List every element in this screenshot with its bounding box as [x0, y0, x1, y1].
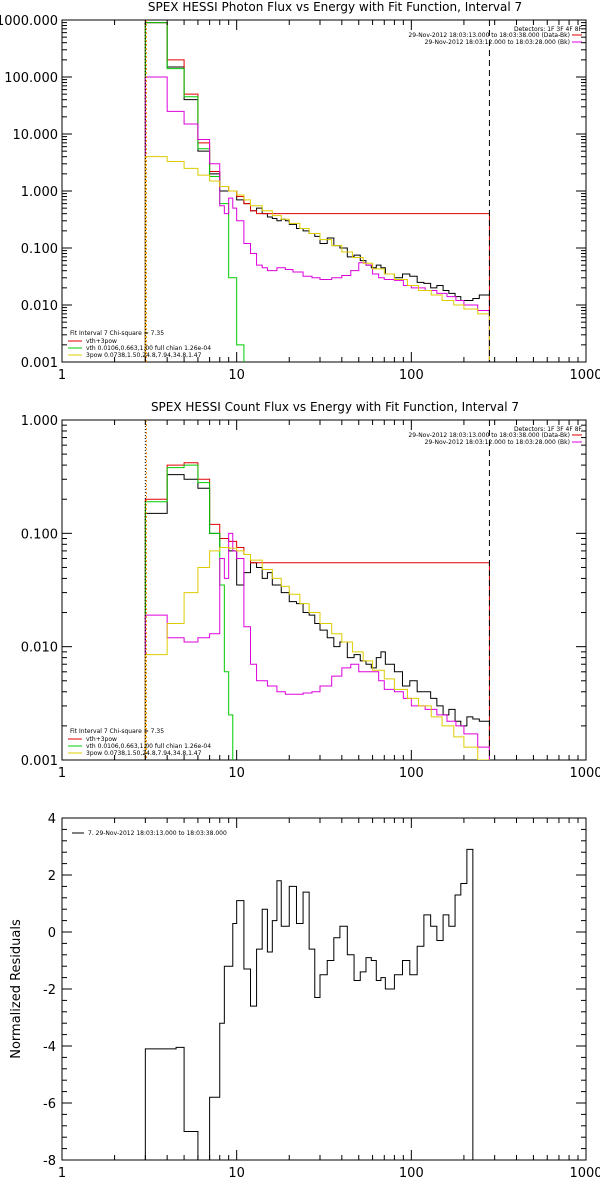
count-legend-label-0: vth+3pow: [86, 736, 117, 743]
x-tick-label: 1000: [569, 368, 600, 383]
panel1-series-4: [144, 546, 490, 760]
y-tick-label: 1000.000: [0, 14, 58, 29]
photon-flux-series-group: [144, 22, 490, 362]
count-flux-series-group: [144, 462, 490, 760]
y-tick-label: 0: [48, 926, 56, 941]
photon-flux-time-0: 29-Nov-2012 18:03:13.000 to 18:03:38.000…: [408, 32, 570, 39]
y-tick-label: 0.010: [21, 641, 58, 656]
count-flux-ticks: 1 10 100 1000 0.001 0.010 0.100 1.000: [21, 414, 600, 781]
y-tick-label: -8: [43, 1154, 56, 1169]
x-tick-label: 10: [228, 766, 245, 781]
photon-flux-vlines: [144, 20, 490, 362]
residuals-series-group: [144, 848, 474, 1160]
x-tick-label: 100: [399, 1166, 424, 1181]
x-tick-label: 1: [58, 766, 66, 781]
count-flux-title: SPEX HESSI Count Flux vs Energy with Fit…: [151, 400, 519, 414]
panel1-series-1: [144, 462, 490, 760]
y-tick-label: 0.010: [21, 299, 58, 314]
photon-flux-detectors: Detectors: 1F 3F 4F 8F: [514, 26, 583, 33]
x-tick-label: 1: [58, 1166, 66, 1181]
x-tick-label: 10: [228, 368, 245, 383]
y-tick-label: 0.100: [21, 527, 58, 542]
count-flux-vlines: [144, 420, 490, 760]
y-tick-label: -4: [43, 1040, 56, 1055]
residuals-ticks: 1 10 100 1000 -8 -6 -4 -2 0 2 4: [43, 812, 600, 1181]
count-legend-label-1: vth 0.0106,0.663,1.00 full chian 1.26e-0…: [86, 743, 211, 750]
y-tick-label: 0.001: [21, 754, 58, 769]
y-tick-label: 1.000: [21, 414, 58, 429]
photon-flux-title: SPEX HESSI Photon Flux vs Energy with Fi…: [148, 0, 522, 14]
panel0-series-2: [144, 22, 251, 362]
count-flux-frame: [61, 419, 587, 761]
y-tick-label: 0.001: [21, 356, 58, 371]
photon-flux-frame: [61, 19, 587, 363]
count-flux-time-0: 29-Nov-2012 18:03:13.000 to 18:03:38.000…: [408, 432, 570, 439]
y-tick-label: 2: [48, 869, 56, 884]
count-flux-detectors: Detectors: 1F 3F 4F 8F: [514, 426, 583, 433]
residuals-ylabel: Normalized Residuals: [9, 919, 24, 1059]
panel0-series-3: [144, 76, 490, 362]
panel0-series-4: [144, 156, 490, 362]
panel2-series-0: [144, 848, 474, 1160]
count-flux-fit-text: Fit Interval 7 Chi-square = 7.35: [70, 728, 164, 735]
x-tick-label: 1000: [569, 1166, 600, 1181]
photon-flux-time-1: 29-Nov-2012 18:03:12.000 to 18:03:28.000…: [425, 39, 570, 46]
x-tick-label: 10: [228, 1166, 245, 1181]
x-tick-label: 1000: [569, 766, 600, 781]
y-tick-label: 0.100: [21, 242, 58, 257]
y-tick-label: 4: [48, 812, 56, 827]
x-tick-label: 100: [399, 368, 424, 383]
count-legend-label-2: 3pow 0.0738,1.50,24.8,7.94,34.8,1.47: [86, 750, 202, 757]
y-tick-label: 100.000: [4, 71, 58, 86]
count-flux-time-1: 29-Nov-2012 18:03:12.000 to 18:03:28.000…: [425, 439, 570, 446]
photon-flux-fit-text: Fit Interval 7 Chi-square = 7.35: [70, 330, 164, 337]
residuals-panel: 1 10 100 1000 -8 -6 -4 -2 0 2 4 7. 29-Nov-2012 18:…: [9, 812, 600, 1181]
y-tick-label: 10.000: [13, 128, 59, 143]
x-tick-label: 100: [399, 766, 424, 781]
photon-legend-label-0: vth+3pow: [86, 338, 117, 345]
x-tick-label: 1: [58, 368, 66, 383]
panel1-series-3: [144, 532, 490, 760]
photon-flux-ticks: 1 10 100 1000 0.001 0.010 0.100 1.000 10.000 100.…: [0, 14, 600, 383]
panel1-series-2: [144, 464, 245, 760]
panel0-series-1: [144, 22, 490, 362]
photon-legend-label-2: 3pow 0.0738,1.50,24.8,7.94,34.8,1.47: [86, 352, 202, 359]
photon-legend-label-1: vth 0.0106,0.663,1.00 full chian 1.26e-0…: [86, 345, 211, 352]
y-tick-label: -6: [43, 1097, 56, 1112]
panel0-series-0: [144, 22, 490, 362]
y-tick-label: -2: [43, 983, 56, 998]
residuals-frame: [61, 817, 587, 1161]
count-flux-panel: SPEX HESSI Count Flux vs Energy with Fit…: [21, 400, 600, 781]
photon-flux-panel: SPEX HESSI Photon Flux vs Energy with Fi…: [0, 0, 600, 383]
y-tick-label: 1.000: [21, 185, 58, 200]
residuals-legend-label: 7. 29-Nov-2012 18:03:13.000 to 18:03:38.…: [88, 830, 227, 837]
